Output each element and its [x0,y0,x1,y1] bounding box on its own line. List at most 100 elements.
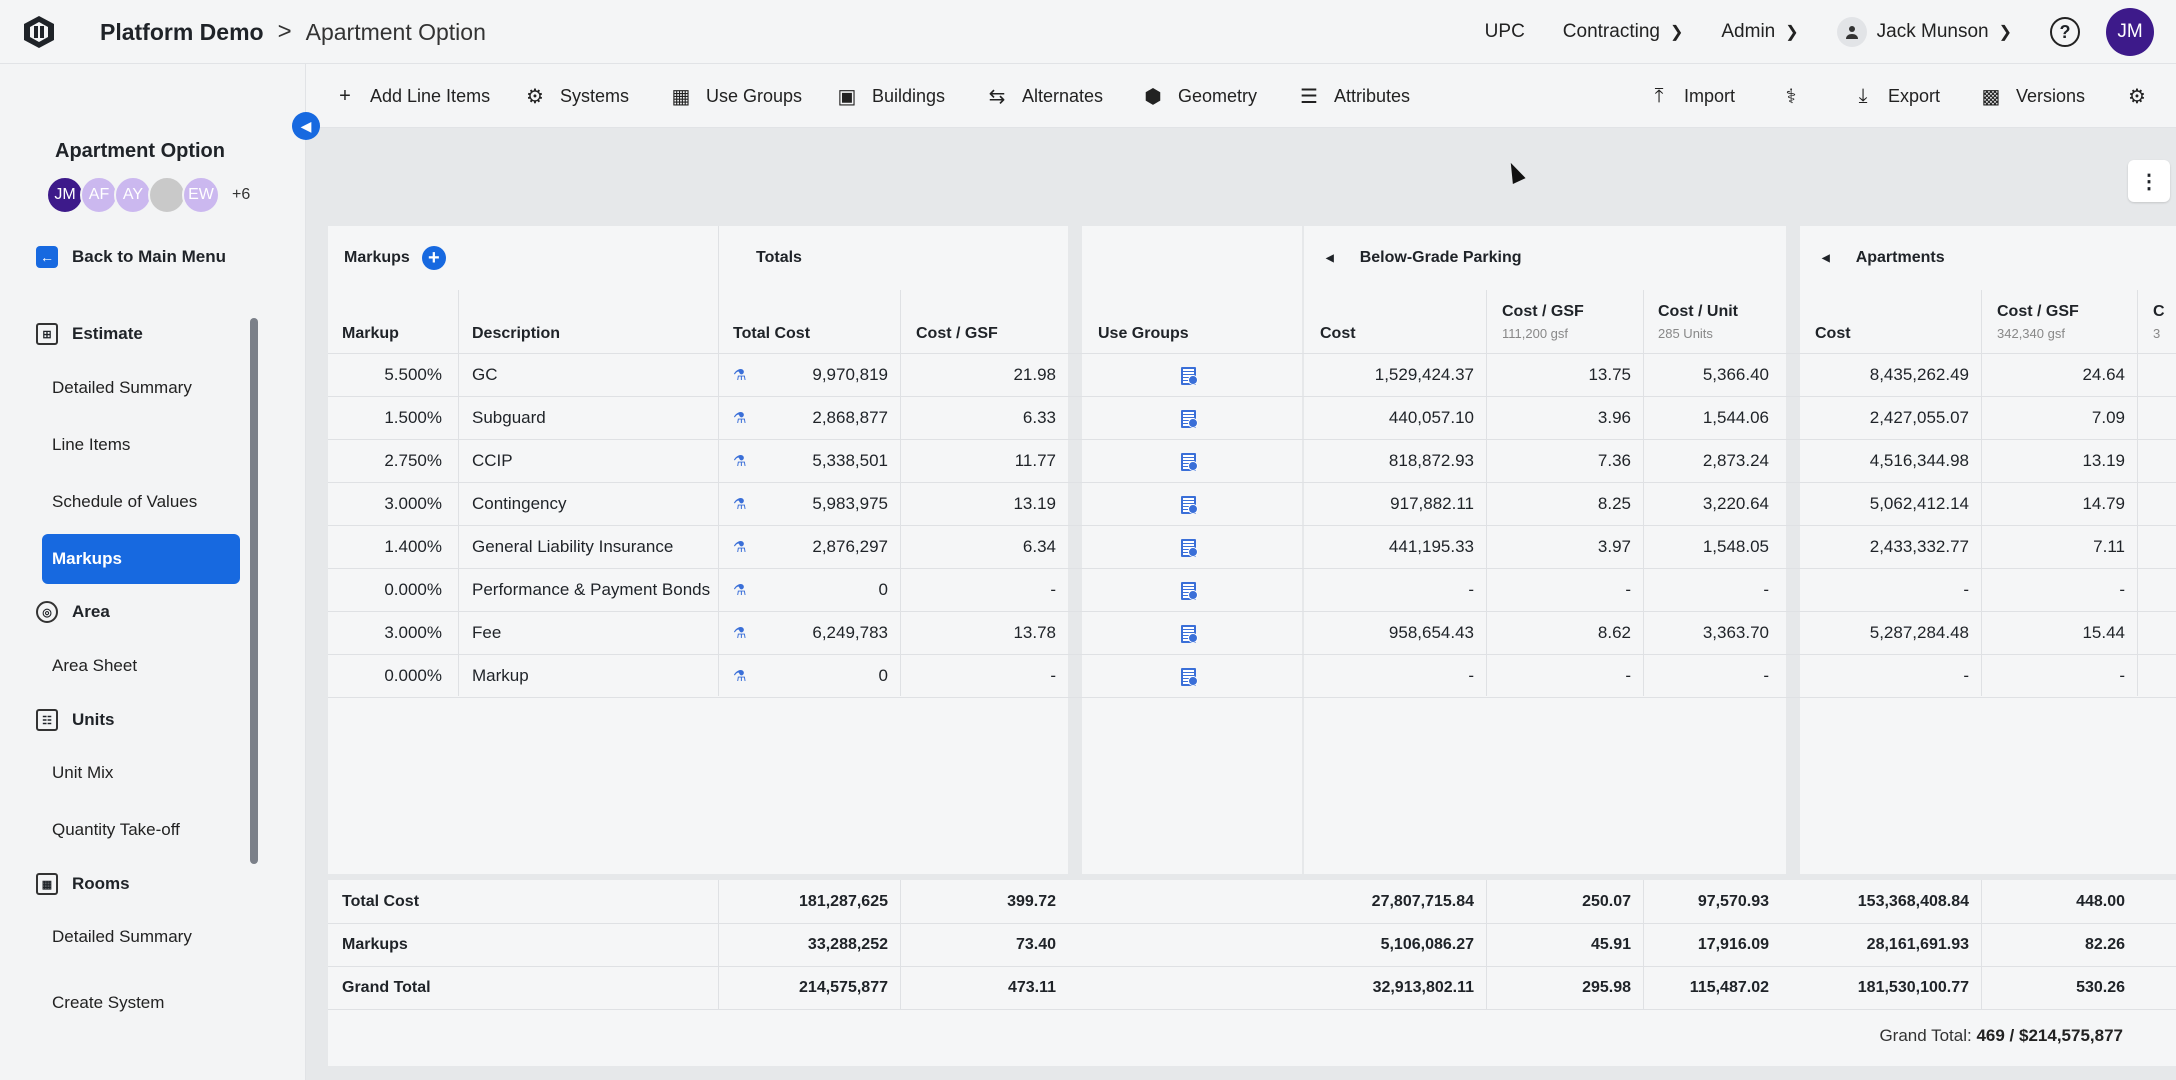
contracting-menu[interactable]: Contracting ❯ [1563,21,1684,43]
table-cell-bgp-cost: 958,654.43 [1388,622,1474,642]
sidebar-item-quantity-takeoff[interactable]: Quantity Take-off [52,820,180,839]
footer-cell-gsf: 399.72 [1007,892,1056,910]
col-apt-cost-gsf[interactable]: Cost / GSF [1997,303,2079,320]
breadcrumb: Platform Demo > Apartment Option [100,0,486,64]
col-description[interactable]: Description [472,325,561,342]
col-apt-cut[interactable]: C [2153,303,2165,320]
row-divider [328,439,2176,440]
table-cell-markup[interactable]: 0.000% [384,665,442,685]
buildings-button[interactable]: ▣ Buildings [836,64,946,128]
collapse-sidebar-icon[interactable]: ◀ [292,112,320,140]
versions-button[interactable]: ▩ Versions [1980,64,2086,128]
table-cell-description[interactable]: GC [472,364,498,384]
table-cell-description[interactable]: Subguard [472,407,546,427]
table-cell-markup[interactable]: 3.000% [384,622,442,642]
sidebar-item-rooms-detailed-summary[interactable]: Detailed Summary [52,927,192,946]
sidebar-item-line-items[interactable]: Line Items [52,435,131,454]
table-cell-markup[interactable]: 2.750% [384,450,442,470]
avatar[interactable]: JM [46,176,84,214]
section-rooms[interactable]: ▦ Rooms [36,873,130,895]
group-apartments[interactable]: ◀ Apartments [1822,240,1945,276]
avatars-more-count[interactable]: +6 [232,186,251,203]
sidebar-item-unit-mix[interactable]: Unit Mix [52,763,114,782]
use-group-assign-icon[interactable] [1180,624,1198,643]
sidebar-item-create-system[interactable]: Create System [52,993,165,1012]
formula-flask-icon[interactable]: ⚗ [733,538,747,556]
avatar[interactable] [148,176,186,214]
geometry-button[interactable]: ⬢ Geometry [1142,64,1257,128]
formula-flask-icon[interactable]: ⚗ [733,581,747,599]
use-group-assign-icon[interactable] [1180,366,1198,385]
export-button[interactable]: ⤓ Export [1852,64,1940,128]
collaborator-avatars[interactable]: JM AF AY EW +6 [46,176,250,214]
use-group-assign-icon[interactable] [1180,667,1198,686]
col-bgp-cost[interactable]: Cost [1320,325,1356,342]
col-use-groups[interactable]: Use Groups [1098,325,1189,342]
formula-flask-icon[interactable]: ⚗ [733,624,747,642]
alternates-button[interactable]: ⇆ Alternates [986,64,1103,128]
formula-cell: ⚗ [733,611,753,654]
sidebar-item-markups[interactable]: Markups [42,534,240,584]
use-group-assign-icon[interactable] [1180,452,1198,471]
section-area[interactable]: ◎ Area [36,601,110,623]
systems-button[interactable]: ⚙ Systems [524,64,629,128]
use-group-assign-icon[interactable] [1180,538,1198,557]
table-cell-markup[interactable]: 1.400% [384,536,442,556]
attributes-button[interactable]: ☰ Attributes [1298,64,1410,128]
stethoscope-button[interactable]: ⚕ [1780,64,1802,128]
breadcrumb-root[interactable]: Platform Demo [100,18,264,45]
table-cell-apt-gsf: 13.19 [2082,450,2125,470]
table-cell-description[interactable]: Performance & Payment Bonds [472,579,711,599]
formula-flask-icon[interactable]: ⚗ [733,495,747,513]
sidebar-item-area-sheet[interactable]: Area Sheet [52,656,138,675]
col-apt-cost[interactable]: Cost [1815,325,1851,342]
table-cell-description[interactable]: CCIP [472,450,513,470]
add-line-items-button[interactable]: + Add Line Items [334,64,490,128]
table-cell-description[interactable]: Markup [472,665,529,685]
formula-flask-icon[interactable]: ⚗ [733,667,747,685]
settings-button[interactable]: ⚙ [2126,64,2148,128]
use-groups-button[interactable]: ▦ Use Groups [670,64,803,128]
table-cell-markup[interactable]: 0.000% [384,579,442,599]
section-area-label: Area [72,602,110,621]
sidebar-scrollbar[interactable] [250,318,258,864]
table-cell-markup[interactable]: 5.500% [384,364,442,384]
more-options-icon[interactable]: ⋮ [2128,160,2170,202]
use-group-assign-icon[interactable] [1180,409,1198,428]
col-bgp-gsf-sub: 111,200 gsf [1502,325,1569,341]
col-cost-gsf[interactable]: Cost / GSF [916,325,998,342]
sidebar-item-schedule-of-values[interactable]: Schedule of Values [52,492,198,511]
group-below-grade[interactable]: ◀ Below-Grade Parking [1326,240,1522,276]
col-bgp-unit-sub: 285 Units [1658,325,1713,341]
avatar[interactable]: JM [2106,8,2154,56]
back-to-main-menu[interactable]: ← Back to Main Menu [36,246,226,268]
col-bgp-cost-unit[interactable]: Cost / Unit [1658,303,1738,320]
section-estimate[interactable]: ⊞ Estimate [36,323,143,345]
table-cell-apt-cost: - [1963,665,1969,685]
col-bgp-cost-gsf[interactable]: Cost / GSF [1502,303,1584,320]
use-group-assign-icon[interactable] [1180,581,1198,600]
add-markup-button[interactable]: + [421,246,446,270]
formula-flask-icon[interactable]: ⚗ [733,366,747,384]
col-markup[interactable]: Markup [342,325,399,342]
import-button[interactable]: ⤒ Import [1648,64,1735,128]
avatar[interactable]: EW [182,176,220,214]
help-icon[interactable]: ? [2050,17,2080,47]
table-cell-description[interactable]: Fee [472,622,502,642]
sidebar-item-detailed-summary[interactable]: Detailed Summary [52,378,192,397]
table-cell-markup[interactable]: 3.000% [384,493,442,513]
company-label[interactable]: UPC [1485,21,1525,43]
use-group-assign-icon[interactable] [1180,495,1198,514]
app-logo-icon[interactable] [22,15,56,49]
table-cell-description[interactable]: General Liability Insurance [472,536,674,556]
formula-flask-icon[interactable]: ⚗ [733,452,747,470]
admin-menu[interactable]: Admin ❯ [1721,21,1798,43]
avatar[interactable]: AF [80,176,118,214]
formula-flask-icon[interactable]: ⚗ [733,409,747,427]
avatar[interactable]: AY [114,176,152,214]
section-units[interactable]: ☷ Units [36,709,115,731]
table-cell-description[interactable]: Contingency [472,493,567,513]
user-menu[interactable]: Jack Munson ❯ [1836,17,2012,47]
table-cell-markup[interactable]: 1.500% [384,407,442,427]
col-total-cost[interactable]: Total Cost [733,325,811,342]
